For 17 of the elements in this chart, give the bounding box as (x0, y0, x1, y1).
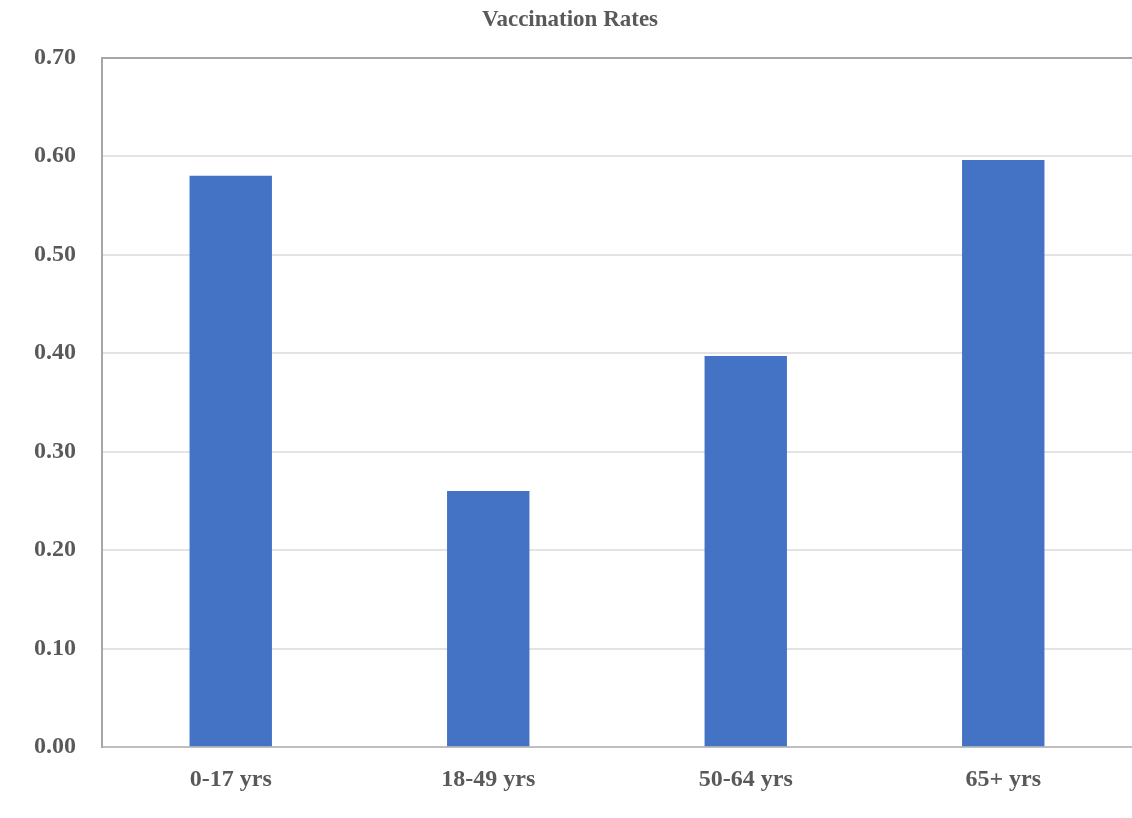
x-tick-label: 65+ yrs (965, 764, 1042, 791)
bar (962, 160, 1045, 747)
y-tick-label: 0.70 (34, 42, 76, 69)
y-tick-label: 0.40 (34, 338, 76, 365)
y-tick-label: 0.20 (34, 535, 76, 562)
x-tick-label: 50-64 yrs (698, 764, 793, 791)
y-tick-label: 0.10 (34, 633, 76, 660)
bar (189, 175, 272, 747)
chart-title: Vaccination Rates (481, 5, 659, 31)
y-tick-label: 0.60 (34, 141, 76, 168)
bar (447, 491, 530, 747)
y-tick-label: 0.00 (34, 732, 76, 759)
y-tick-label: 0.30 (34, 436, 76, 463)
x-tick-label: 18-49 yrs (441, 764, 536, 791)
x-tick-label: 0-17 yrs (189, 764, 272, 791)
bar (704, 356, 787, 747)
y-tick-label: 0.50 (34, 239, 76, 266)
